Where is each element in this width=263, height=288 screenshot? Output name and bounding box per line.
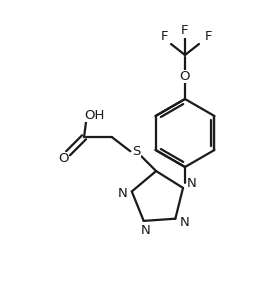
Text: N: N	[187, 177, 197, 190]
Text: O: O	[180, 69, 190, 82]
Text: F: F	[204, 31, 212, 43]
Text: F: F	[181, 24, 189, 37]
Text: N: N	[179, 216, 189, 229]
Text: S: S	[132, 145, 140, 158]
Text: OH: OH	[84, 109, 104, 122]
Text: O: O	[58, 152, 68, 165]
Text: N: N	[118, 187, 128, 200]
Text: F: F	[160, 31, 168, 43]
Text: N: N	[141, 224, 150, 237]
